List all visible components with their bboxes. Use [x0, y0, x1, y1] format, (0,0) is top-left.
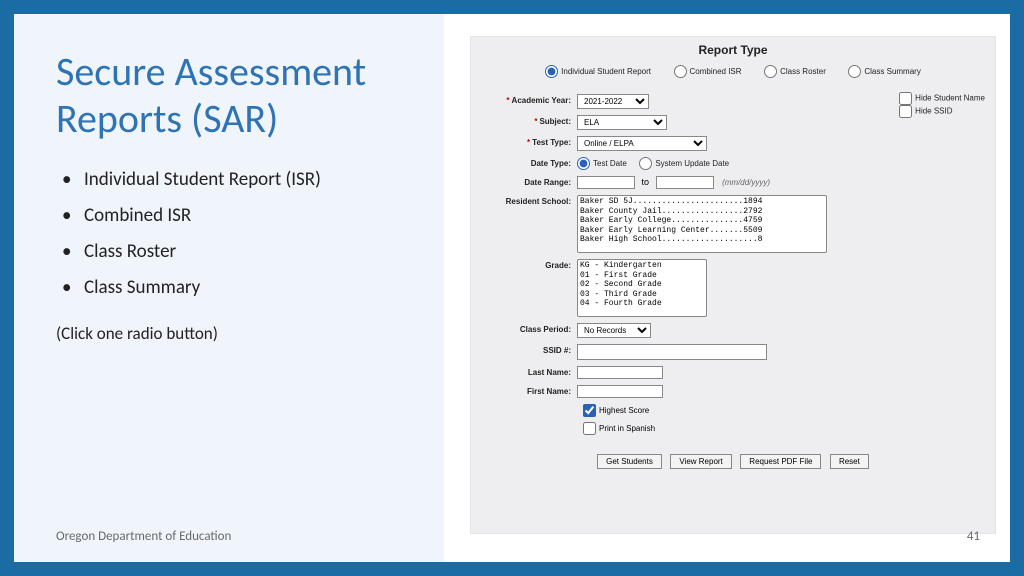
- list-item: Individual Student Report (ISR): [62, 168, 414, 191]
- label-class-period: Class Period:: [481, 323, 577, 334]
- label-ssid: SSID #:: [481, 344, 577, 355]
- input-date-to[interactable]: [656, 176, 714, 189]
- right-panel: Report Type Individual Student Report Co…: [444, 14, 1010, 562]
- button-row: Get Students View Report Request PDF Fil…: [471, 448, 995, 475]
- label-last-name: Last Name:: [481, 366, 577, 377]
- input-last-name[interactable]: [577, 366, 663, 379]
- left-panel: Secure Assessment Reports (SAR) Individu…: [14, 14, 444, 562]
- label-test-type: Test Type:: [481, 136, 577, 147]
- bullet-list: Individual Student Report (ISR) Combined…: [62, 168, 414, 299]
- view-report-button[interactable]: View Report: [670, 454, 731, 469]
- checkbox-hide-student-name[interactable]: [899, 92, 912, 105]
- get-students-button[interactable]: Get Students: [597, 454, 662, 469]
- report-type-radios: Individual Student Report Combined ISR C…: [471, 59, 995, 88]
- checkbox-hide-ssid[interactable]: [899, 105, 912, 118]
- report-form: Report Type Individual Student Report Co…: [470, 36, 996, 534]
- slide: Secure Assessment Reports (SAR) Individu…: [14, 14, 1010, 562]
- input-date-from[interactable]: [577, 176, 635, 189]
- select-academic-year[interactable]: 2021-2022: [577, 94, 649, 109]
- page-number: 41: [967, 529, 980, 544]
- radio-class-summary[interactable]: Class Summary: [848, 67, 920, 76]
- request-pdf-button[interactable]: Request PDF File: [740, 454, 821, 469]
- label-date-range: Date Range:: [481, 176, 577, 187]
- label-first-name: First Name:: [481, 385, 577, 396]
- label-grade: Grade:: [481, 259, 577, 270]
- hide-options: Hide Student Name Hide SSID: [899, 92, 985, 118]
- radio-class-roster[interactable]: Class Roster: [764, 67, 826, 76]
- input-ssid[interactable]: [577, 344, 767, 360]
- label-resident-school: Resident School:: [481, 195, 577, 206]
- hint-text: (Click one radio button): [56, 323, 414, 344]
- select-grade[interactable]: KG - Kindergarten 01 - First Grade 02 - …: [577, 259, 707, 317]
- radio-system-update-date[interactable]: System Update Date: [639, 159, 729, 168]
- label-academic-year: Academic Year:: [481, 94, 577, 105]
- footer-text: Oregon Department of Education: [56, 529, 231, 544]
- select-subject[interactable]: ELA: [577, 115, 667, 130]
- form-title: Report Type: [471, 37, 995, 59]
- checkbox-highest-score[interactable]: [583, 404, 596, 417]
- radio-test-date[interactable]: Test Date: [577, 159, 627, 168]
- list-item: Class Summary: [62, 276, 414, 299]
- label-date-type: Date Type:: [481, 157, 577, 168]
- slide-title: Secure Assessment Reports (SAR): [56, 48, 414, 142]
- select-test-type[interactable]: Online / ELPA: [577, 136, 707, 151]
- form-body: Hide Student Name Hide SSID Academic Yea…: [471, 88, 995, 448]
- select-class-period[interactable]: No Records: [577, 323, 651, 338]
- radio-combined-isr[interactable]: Combined ISR: [674, 67, 742, 76]
- checkbox-print-spanish[interactable]: [583, 422, 596, 435]
- radio-individual-student-report[interactable]: Individual Student Report: [545, 67, 651, 76]
- reset-button[interactable]: Reset: [830, 454, 869, 469]
- input-first-name[interactable]: [577, 385, 663, 398]
- label-subject: Subject:: [481, 115, 577, 126]
- list-item: Class Roster: [62, 240, 414, 263]
- select-resident-school[interactable]: Baker SD 5J.......................1894 B…: [577, 195, 827, 253]
- list-item: Combined ISR: [62, 204, 414, 227]
